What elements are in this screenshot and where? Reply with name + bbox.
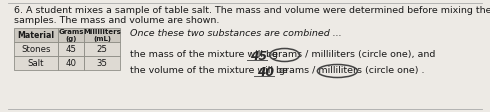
Text: Material: Material (18, 30, 54, 40)
Bar (14, 56, 58, 70)
Text: grams / milliliters (circle one) .: grams / milliliters (circle one) . (276, 66, 424, 75)
Bar (58, 28, 84, 42)
Text: Stones: Stones (21, 44, 51, 54)
Text: 45: 45 (66, 44, 76, 54)
Text: Once these two substances are combined ...: Once these two substances are combined .… (130, 29, 342, 38)
Text: 25: 25 (97, 44, 107, 54)
Bar (84, 56, 120, 70)
Text: grams / milliliters (circle one), and: grams / milliliters (circle one), and (269, 50, 435, 59)
Text: the volume of the mixture will be: the volume of the mixture will be (130, 66, 291, 75)
Bar (84, 28, 120, 42)
Text: 45: 45 (249, 50, 267, 63)
Text: 6. A student mixes a sample of table salt. The mass and volume were determined b: 6. A student mixes a sample of table sal… (14, 6, 490, 15)
Text: Milliliters
(mL): Milliliters (mL) (83, 28, 121, 42)
Text: samples. The mass and volume are shown.: samples. The mass and volume are shown. (14, 16, 220, 25)
Bar (14, 42, 58, 56)
Text: Salt: Salt (28, 58, 44, 68)
Bar (58, 42, 84, 56)
Text: the mass of the mixture will be: the mass of the mixture will be (130, 50, 281, 59)
Text: 40: 40 (257, 66, 274, 79)
Bar (14, 28, 58, 42)
Text: Grams
(g): Grams (g) (58, 28, 84, 42)
Bar (84, 42, 120, 56)
Text: 40: 40 (66, 58, 76, 68)
Bar (58, 56, 84, 70)
Text: 35: 35 (97, 58, 107, 68)
